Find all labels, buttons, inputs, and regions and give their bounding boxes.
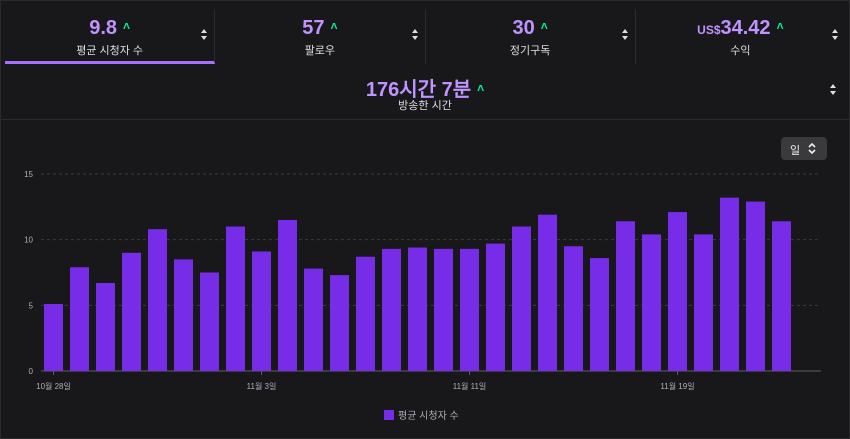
period-dropdown-value: 일 xyxy=(790,145,801,157)
y-tick-label: 5 xyxy=(29,301,34,310)
arrow-up-icon: ˄ xyxy=(776,19,784,33)
sort-arrows-icon[interactable] xyxy=(621,28,629,41)
bar xyxy=(746,201,765,371)
stat-value: 30 xyxy=(512,17,535,39)
bar xyxy=(720,197,739,371)
bar xyxy=(148,229,167,371)
bar xyxy=(174,259,193,371)
bar xyxy=(590,258,609,371)
x-tick-label: 10월 28일 xyxy=(36,381,71,391)
stream-time-label: 방송한 시간 xyxy=(398,100,452,112)
chart-legend[interactable]: 평균 시청자 수 xyxy=(384,406,459,423)
bar xyxy=(252,251,271,371)
bar xyxy=(512,226,531,371)
chart-grid xyxy=(41,173,821,372)
sort-arrows-icon[interactable] xyxy=(411,28,419,41)
bar xyxy=(434,248,453,371)
stat-prefix: US$ xyxy=(697,23,721,37)
stream-time-value: 176시간 7분 xyxy=(365,79,472,101)
stat-label: 평균 시청자 수 xyxy=(76,45,144,57)
avg-viewers-bar-chart: 0 5 10 15 10월 28일 11월 3일 11월 11일 11월 19일 xyxy=(24,170,821,391)
bar xyxy=(330,275,349,371)
bar xyxy=(70,267,89,371)
bar xyxy=(486,243,505,371)
bar xyxy=(694,234,713,371)
stat-value-row: 176시간 7분 ˄ xyxy=(1,73,849,102)
bar xyxy=(44,304,63,371)
arrow-up-icon: ˄ xyxy=(123,19,131,33)
stat-value: 57 xyxy=(302,17,325,39)
bar xyxy=(278,219,297,371)
arrow-up-icon: ˄ xyxy=(330,19,338,33)
bar xyxy=(564,246,583,371)
legend-label: 평균 시청자 수 xyxy=(398,411,459,423)
chart-bars xyxy=(44,197,791,371)
y-tick-label: 15 xyxy=(24,170,33,179)
period-dropdown[interactable]: 일 xyxy=(781,137,827,160)
bar xyxy=(122,252,141,371)
stat-label: 팔로우 xyxy=(304,45,336,57)
sort-arrows-icon[interactable] xyxy=(829,83,837,96)
stat-value-row: 30 ˄ xyxy=(426,17,635,40)
stat-value-row: 9.8 ˄ xyxy=(5,17,214,40)
stat-value: 34.42 xyxy=(720,17,771,39)
bar xyxy=(226,226,245,371)
x-tick-label: 11월 3일 xyxy=(247,381,277,391)
x-tick-label: 11월 19일 xyxy=(660,381,694,391)
x-axis-ticks: 10월 28일 11월 3일 11월 11일 11월 19일 xyxy=(36,371,695,391)
chevron-up-down-icon xyxy=(808,142,816,155)
bar xyxy=(304,268,323,371)
y-axis-ticks: 0 5 10 15 xyxy=(24,170,33,376)
y-tick-label: 10 xyxy=(24,236,33,245)
bar xyxy=(772,221,791,371)
arrow-up-icon: ˄ xyxy=(540,19,548,33)
bar xyxy=(200,272,219,371)
bar xyxy=(382,248,401,371)
stat-tab-revenue[interactable]: US$34.42 ˄ 수익 xyxy=(636,9,845,64)
sort-arrows-icon[interactable] xyxy=(200,28,208,41)
stat-tabs: 9.8 ˄ 평균 시청자 수 57 ˄ 팔로우 30 ˄ 정기구독 US$34.42 ˄… xyxy=(5,9,845,64)
bar xyxy=(642,234,661,371)
bar xyxy=(460,248,479,371)
bar xyxy=(538,214,557,371)
stream-time-stat[interactable]: 176시간 7분 ˄ 방송한 시간 xyxy=(1,67,849,120)
stat-value-row: 57 ˄ xyxy=(215,17,424,40)
x-tick-label: 11월 11일 xyxy=(453,381,487,391)
y-tick-label: 0 xyxy=(29,367,34,376)
stat-value: 9.8 xyxy=(89,17,118,39)
stat-value-row: US$34.42 ˄ xyxy=(636,17,845,40)
bar xyxy=(616,221,635,371)
stat-tab-avg-viewers[interactable]: 9.8 ˄ 평균 시청자 수 xyxy=(5,9,216,64)
stat-label: 정기구독 xyxy=(509,45,551,57)
bar xyxy=(668,212,687,371)
sort-arrows-icon[interactable] xyxy=(831,28,839,41)
bar xyxy=(408,247,427,371)
stat-tab-subscriptions[interactable]: 30 ˄ 정기구독 xyxy=(426,9,636,64)
stat-tab-follows[interactable]: 57 ˄ 팔로우 xyxy=(215,9,426,64)
legend-swatch xyxy=(384,409,394,420)
arrow-up-icon: ˄ xyxy=(477,81,485,95)
bar xyxy=(356,256,375,371)
bar xyxy=(96,283,115,371)
stat-label: 수익 xyxy=(730,45,751,57)
